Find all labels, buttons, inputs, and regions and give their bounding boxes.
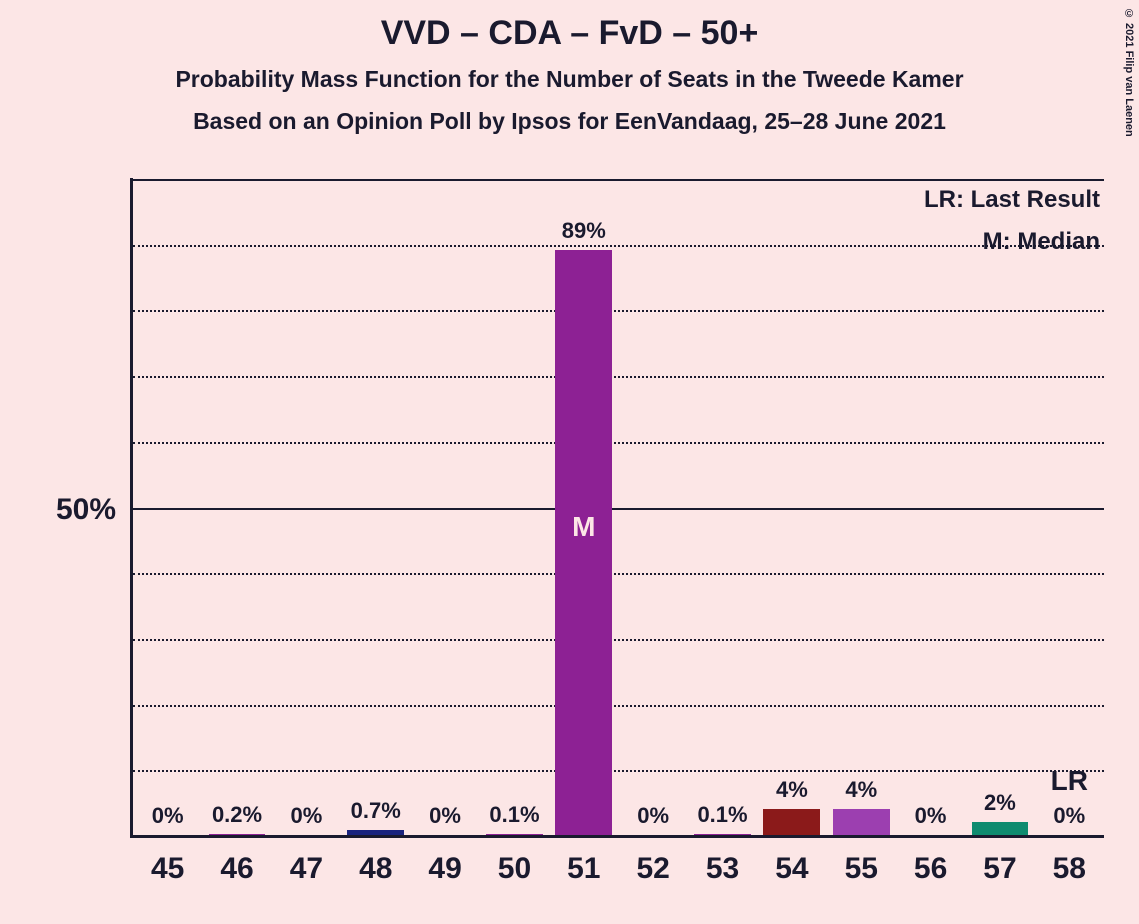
x-axis xyxy=(130,835,1104,838)
bar-value-label: 4% xyxy=(845,777,877,809)
x-axis-tick: 49 xyxy=(428,838,461,886)
y-axis-tick-50: 50% xyxy=(56,493,130,527)
chart-subtitle-1: Probability Mass Function for the Number… xyxy=(0,66,1139,93)
last-result-marker: LR xyxy=(1051,765,1088,797)
x-axis-tick: 51 xyxy=(567,838,600,886)
x-axis-tick: 52 xyxy=(636,838,669,886)
chart-subtitle-2: Based on an Opinion Poll by Ipsos for Ee… xyxy=(0,108,1139,135)
x-axis-tick: 54 xyxy=(775,838,808,886)
bar-value-label: 89% xyxy=(562,218,606,250)
x-axis-tick: 48 xyxy=(359,838,392,886)
bar-value-label: 0.1% xyxy=(489,802,539,834)
bar-value-label: 0% xyxy=(290,803,322,835)
bars-group: 0% 0.2% 0% 0.7% 0% 0.1% 89% M 0% 0.1% 4% 4% 0% 2% 0% LR xyxy=(130,178,1110,835)
bar-value-label: 0.7% xyxy=(351,798,401,830)
x-axis-tick: 45 xyxy=(151,838,184,886)
chart-container: VVD – CDA – FvD – 50+ Probability Mass F… xyxy=(0,0,1139,924)
bar xyxy=(555,250,612,835)
bar-value-label: 0% xyxy=(915,803,947,835)
x-axis-tick: 50 xyxy=(498,838,531,886)
bar-value-label: 0.2% xyxy=(212,802,262,834)
bar-value-label: 0.1% xyxy=(697,802,747,834)
bar xyxy=(486,834,543,835)
bar-value-label: 0% xyxy=(429,803,461,835)
median-marker: M xyxy=(572,511,595,543)
copyright-text: © 2021 Filip van Laenen xyxy=(1123,8,1135,137)
bar-value-label: 4% xyxy=(776,777,808,809)
x-axis-tick: 56 xyxy=(914,838,947,886)
x-axis-tick: 58 xyxy=(1053,838,1086,886)
bar xyxy=(763,809,820,835)
bar xyxy=(209,834,266,835)
chart-title: VVD – CDA – FvD – 50+ xyxy=(0,14,1139,53)
bar-value-label: 0% xyxy=(637,803,669,835)
bar xyxy=(833,809,890,835)
plot-area: 50% LR: Last Result M: Median 0%0.2%0%0.… xyxy=(130,178,1110,838)
x-axis-tick: 55 xyxy=(845,838,878,886)
x-axis-tick: 47 xyxy=(290,838,323,886)
bar xyxy=(347,830,404,835)
x-axis-tick: 46 xyxy=(220,838,253,886)
x-axis-tick: 53 xyxy=(706,838,739,886)
bar xyxy=(972,822,1029,835)
bar-value-label: 0% xyxy=(152,803,184,835)
bar-value-label: 0% xyxy=(1053,803,1085,835)
bar-value-label: 2% xyxy=(984,790,1016,822)
bar xyxy=(694,834,751,835)
x-axis-tick: 57 xyxy=(983,838,1016,886)
